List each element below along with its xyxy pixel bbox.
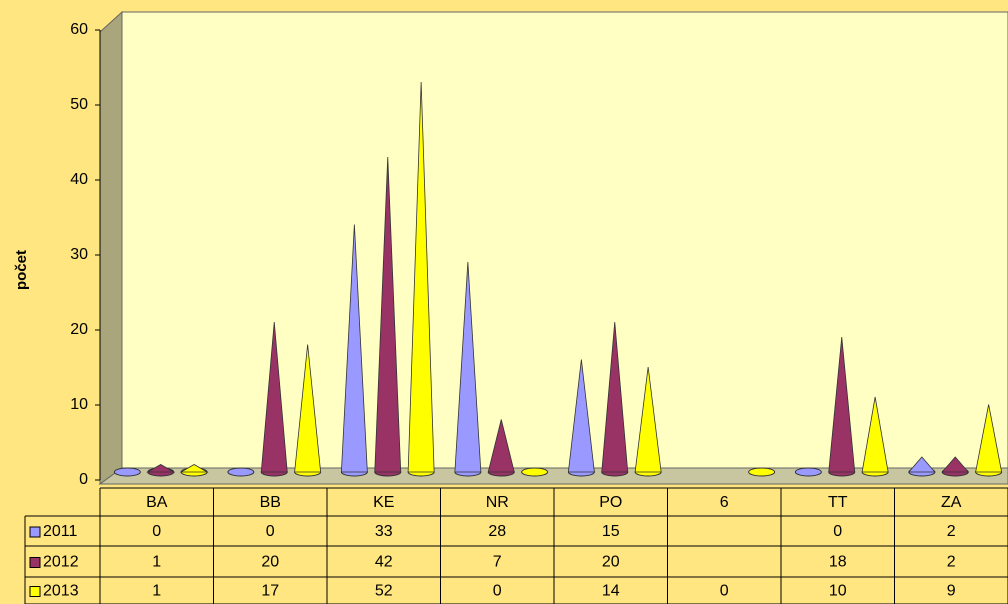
y-tick-label: 60 [70, 21, 88, 38]
y-axis-label: počet [13, 250, 30, 290]
cone-part [907, 456, 936, 473]
cone-part [748, 467, 776, 477]
table-cell: 7 [493, 554, 502, 571]
x-tick-label: NR [486, 494, 509, 511]
y-tick-label: 30 [70, 246, 88, 263]
cone [828, 336, 856, 477]
cone-part [407, 81, 435, 473]
legend-swatch [29, 557, 41, 568]
cone [941, 456, 970, 477]
cone [521, 467, 549, 477]
table-cell: 28 [488, 523, 506, 540]
cone [260, 321, 288, 477]
cone-part [521, 467, 549, 477]
cone [454, 261, 482, 477]
table-cell: 9 [947, 583, 956, 600]
cone [567, 359, 595, 477]
table-cell: 2 [947, 523, 956, 540]
cone [634, 366, 662, 477]
cone [907, 456, 936, 477]
cone-part [294, 344, 322, 473]
cone [146, 464, 176, 477]
cone-part [454, 261, 482, 473]
cone-part [340, 224, 368, 473]
cone [748, 467, 776, 477]
table-cell: 20 [261, 554, 279, 571]
table-cell: 18 [829, 554, 847, 571]
cone [113, 467, 141, 477]
cone [407, 81, 435, 477]
cone-part [794, 467, 822, 477]
cone [975, 404, 1003, 477]
table-cell: 1 [152, 554, 161, 571]
x-tick-label: ZA [941, 494, 962, 511]
table-cell: 52 [375, 583, 393, 600]
cone-part [374, 156, 402, 473]
cone-part [113, 467, 141, 477]
legend-label: 2013 [43, 583, 79, 600]
cone-part [975, 404, 1003, 473]
table-cell: 15 [602, 523, 620, 540]
cone-part [567, 359, 595, 473]
cone-part [861, 396, 889, 473]
table-cell: 0 [152, 523, 161, 540]
cone-part [487, 419, 515, 473]
cone-part [179, 464, 209, 473]
x-tick-label: BB [260, 494, 281, 511]
y-tick-label: 10 [70, 396, 88, 413]
cone-part [941, 456, 970, 473]
cone-part [146, 464, 176, 473]
x-tick-label: KE [373, 494, 394, 511]
legend-swatch [29, 526, 41, 538]
cone-part [634, 366, 662, 473]
table-cell: 0 [720, 583, 729, 600]
cone-part [227, 467, 255, 477]
table-cell: 33 [375, 523, 393, 540]
cone [294, 344, 322, 477]
y-tick-label: 40 [70, 171, 88, 188]
x-tick-label: BA [146, 494, 168, 511]
y-tick-label: 50 [70, 96, 88, 113]
cone-part [601, 321, 629, 473]
x-tick-label: 6 [720, 494, 729, 511]
cone [340, 224, 368, 477]
x-tick-label: TT [828, 494, 848, 511]
x-tick-label: PO [599, 494, 622, 511]
y-tick-label: 0 [79, 471, 88, 488]
table-cell: 14 [602, 583, 620, 600]
table-cell: 0 [493, 583, 502, 600]
cone [861, 396, 889, 477]
y-tick-label: 20 [70, 321, 88, 338]
table-cell: 0 [266, 523, 275, 540]
table-cell: 42 [375, 554, 393, 571]
table-cell: 17 [261, 583, 279, 600]
cone-part [828, 336, 856, 473]
legend-label: 2012 [43, 554, 79, 571]
table-cell: 20 [602, 554, 620, 571]
table-cell: 2 [947, 554, 956, 571]
cone [179, 464, 209, 477]
legend-label: 2011 [43, 523, 78, 540]
cone [227, 467, 255, 477]
table-cell: 1 [152, 583, 161, 600]
cone [601, 321, 629, 477]
cone [487, 419, 515, 477]
side-wall [99, 10, 123, 485]
cone [794, 467, 822, 477]
table-cell: 0 [833, 523, 842, 540]
table-cell: 10 [829, 583, 847, 600]
cone-part [260, 321, 288, 473]
cone [374, 156, 402, 477]
legend-swatch [29, 586, 41, 597]
